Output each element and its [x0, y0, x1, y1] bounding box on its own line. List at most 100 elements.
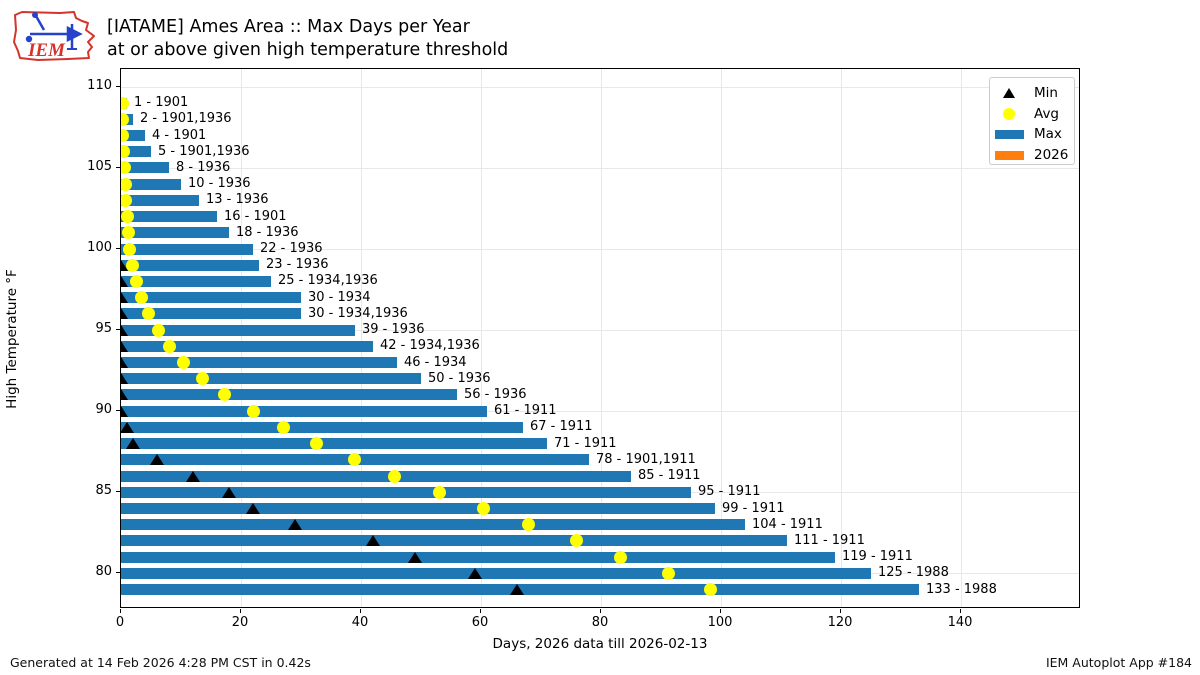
x-tick-140 — [960, 609, 961, 613]
bar-label-86f: 85 - 1911 — [638, 468, 701, 483]
min-marker-88f — [126, 438, 140, 450]
max-bar-105f — [121, 162, 169, 174]
max-bar-98f — [121, 275, 271, 287]
min-marker-94f — [121, 340, 128, 352]
x-tick-label-140: 140 — [947, 615, 973, 630]
y-axis-label: High Temperature °F — [4, 269, 20, 409]
avg-marker-106f — [121, 145, 130, 159]
y-tick-95 — [116, 329, 120, 331]
min-marker-82f — [366, 535, 380, 547]
legend-circle-icon — [994, 107, 1024, 121]
max-bar-94f — [121, 340, 373, 352]
chart-title-line1: [IATAME] Ames Area :: Max Days per Year — [107, 17, 470, 37]
min-marker-89f — [121, 421, 134, 433]
x-tick-0 — [120, 609, 121, 613]
bar-label-103f: 13 - 1936 — [206, 192, 269, 208]
legend-swatch-icon — [994, 127, 1024, 141]
avg-marker-107f — [121, 129, 130, 142]
min-marker-95f — [121, 324, 128, 336]
gridline-x-20 — [241, 69, 242, 607]
avg-marker-87f — [347, 453, 361, 467]
avg-marker-88f — [310, 437, 324, 451]
avg-marker-94f — [162, 339, 176, 353]
bar-label-90f: 61 - 1911 — [494, 403, 557, 419]
min-marker-91f — [121, 389, 128, 401]
avg-marker-101f — [121, 226, 135, 240]
max-bar-101f — [121, 227, 229, 239]
x-tick-label-60: 60 — [471, 615, 489, 630]
y-tick-label-95: 95 — [95, 321, 112, 337]
x-tick-80 — [600, 609, 601, 613]
legend-triangle-icon — [994, 86, 1024, 100]
min-marker-87f — [150, 454, 164, 466]
avg-marker-97f — [134, 291, 148, 305]
max-bar-81f — [121, 551, 835, 563]
bar-label-84f: 99 - 1911 — [722, 500, 785, 516]
legend-label-min: Min — [1034, 85, 1058, 101]
avg-marker-93f — [176, 356, 190, 369]
bar-label-102f: 16 - 1901 — [224, 208, 287, 224]
iem-logo-text: IEM — [27, 40, 66, 61]
bar-label-91f: 56 - 1936 — [464, 386, 527, 402]
x-tick-40 — [360, 609, 361, 613]
gridline-x-100 — [721, 69, 722, 607]
x-tick-label-20: 20 — [231, 615, 249, 630]
avg-marker-84f — [476, 502, 490, 515]
y-tick-100 — [116, 248, 120, 249]
max-bar-99f — [121, 259, 259, 271]
bar-label-94f: 42 - 1934,1936 — [380, 338, 480, 354]
bar-label-101f: 18 - 1936 — [236, 224, 299, 240]
max-bar-88f — [121, 438, 547, 450]
bar-label-104f: 10 - 1936 — [188, 176, 251, 192]
max-bar-86f — [121, 470, 631, 482]
avg-marker-91f — [217, 388, 231, 402]
gridline-y-110 — [121, 86, 1079, 88]
bar-label-89f: 67 - 1911 — [530, 419, 593, 435]
y-tick-90 — [116, 410, 120, 412]
bar-label-98f: 25 - 1934,1936 — [278, 273, 378, 289]
bar-label-97f: 30 - 1934 — [308, 289, 371, 305]
bar-label-79f: 133 - 1988 — [926, 581, 997, 597]
bar-label-82f: 111 - 1911 — [794, 532, 865, 548]
max-bar-92f — [121, 373, 421, 385]
max-bar-85f — [121, 486, 691, 498]
avg-marker-98f — [130, 274, 144, 288]
bar-label-93f: 46 - 1934 — [404, 354, 467, 370]
y-tick-105 — [116, 166, 120, 168]
max-bar-95f — [121, 324, 355, 336]
weathervane-icon — [25, 12, 83, 50]
avg-marker-92f — [196, 372, 210, 386]
legend-item-avg: Avg — [990, 104, 1074, 124]
y-tick-label-100: 100 — [87, 240, 112, 255]
iem-logo: IEM — [8, 6, 103, 70]
bar-label-96f: 30 - 1934,1936 — [308, 305, 408, 321]
min-marker-97f — [121, 292, 128, 304]
min-marker-80f — [468, 567, 482, 579]
avg-marker-109f — [121, 96, 129, 110]
x-tick-label-40: 40 — [351, 615, 369, 630]
y-tick-label-105: 105 — [87, 158, 112, 174]
bar-label-88f: 71 - 1911 — [554, 435, 617, 451]
max-bar-100f — [121, 243, 253, 255]
legend-label-max: Max — [1034, 126, 1062, 142]
max-bar-90f — [121, 405, 487, 417]
gridline-x-140 — [961, 69, 962, 607]
x-tick-label-80: 80 — [591, 615, 609, 630]
bar-label-100f: 22 - 1936 — [260, 241, 323, 256]
bar-label-92f: 50 - 1936 — [428, 370, 491, 386]
avg-marker-82f — [569, 534, 583, 548]
bar-label-87f: 78 - 1901,1911 — [596, 451, 696, 467]
bar-label-107f: 4 - 1901 — [152, 127, 207, 143]
max-bar-80f — [121, 567, 871, 579]
bar-label-99f: 23 - 1936 — [266, 257, 329, 273]
y-tick-80 — [116, 572, 120, 574]
avg-marker-104f — [121, 177, 132, 191]
gridline-x-80 — [601, 69, 602, 607]
avg-marker-100f — [122, 242, 136, 256]
avg-marker-105f — [121, 161, 131, 175]
plot-area: 1 - 1901 2 - 1901,1936 4 - 1901 5 - 1901,19… — [120, 68, 1080, 608]
legend-item-max: Max — [990, 124, 1074, 144]
avg-marker-86f — [388, 469, 402, 483]
min-marker-99f — [121, 259, 128, 271]
